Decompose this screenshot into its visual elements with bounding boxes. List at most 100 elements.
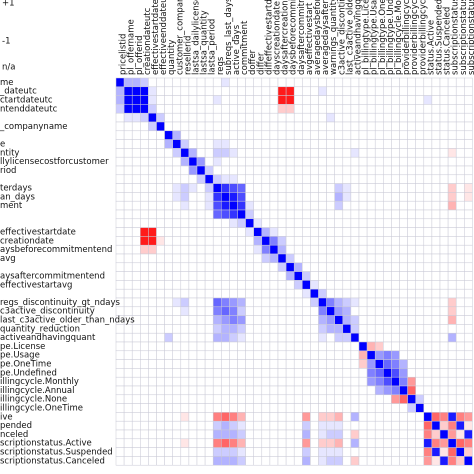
heatmap-cell <box>115 253 125 264</box>
heatmap-cell <box>261 315 271 325</box>
heatmap-cell <box>180 447 190 457</box>
heatmap-cell <box>358 192 368 202</box>
heatmap-cell <box>326 394 335 404</box>
heatmap-cell <box>391 130 400 140</box>
heatmap-cell <box>285 376 295 387</box>
heatmap-cell <box>245 95 254 105</box>
heatmap-cell <box>156 130 165 140</box>
heatmap-cell <box>293 112 303 123</box>
heatmap-cell <box>302 148 311 158</box>
heatmap-cell <box>221 86 230 96</box>
heatmap-cell <box>391 385 400 396</box>
heatmap-cell <box>366 139 376 149</box>
heatmap-cell <box>140 236 149 246</box>
heatmap-cell <box>229 77 238 88</box>
heatmap-cell <box>229 218 238 228</box>
heatmap-cell <box>326 253 335 264</box>
heatmap-cell <box>237 200 246 211</box>
heatmap-cell <box>407 456 416 466</box>
heatmap-cell <box>447 315 457 325</box>
heatmap-cell <box>358 447 368 457</box>
heatmap-cell <box>302 139 311 149</box>
heatmap-cell <box>253 130 263 140</box>
heatmap-cell <box>399 288 408 299</box>
heatmap-cell <box>148 376 157 387</box>
heatmap-cell <box>415 165 425 176</box>
heatmap-cell <box>196 104 206 114</box>
heatmap-cell <box>302 253 311 264</box>
heatmap-cell <box>455 156 465 167</box>
heatmap-cell <box>318 288 327 299</box>
heatmap-cell <box>180 112 190 123</box>
heatmap-cell <box>423 165 433 176</box>
heatmap-cell <box>366 420 376 431</box>
heatmap-cell <box>302 368 311 378</box>
heatmap-cell <box>383 165 392 176</box>
heatmap-cell <box>350 403 360 413</box>
heatmap-cell <box>383 385 392 396</box>
heatmap-cell <box>196 148 206 158</box>
heatmap-cell <box>212 412 222 422</box>
heatmap-cell <box>415 429 425 440</box>
heatmap-cell <box>204 324 214 334</box>
heatmap-cell <box>423 368 433 378</box>
heatmap-cell <box>366 165 376 176</box>
heatmap-cell <box>115 86 125 96</box>
heatmap-cell <box>269 385 279 396</box>
row-label: an_days <box>0 192 35 202</box>
heatmap-cell <box>164 236 173 246</box>
heatmap-cell <box>204 288 214 299</box>
heatmap-cell <box>245 236 254 246</box>
heatmap-cell <box>229 429 238 440</box>
heatmap-cell <box>269 253 279 264</box>
row-label: regs_discontinuity_gt_ndays <box>0 298 121 308</box>
heatmap-cell <box>366 104 376 114</box>
heatmap-cell <box>447 174 457 184</box>
heatmap-cell <box>334 297 344 308</box>
heatmap-cell <box>407 447 416 457</box>
heatmap-cell <box>180 271 190 281</box>
heatmap-cell <box>261 104 271 114</box>
heatmap-cell <box>212 297 222 308</box>
heatmap-cell <box>269 209 279 220</box>
heatmap-cell <box>123 385 133 396</box>
heatmap-cell <box>431 359 441 369</box>
heatmap-cell <box>447 403 457 413</box>
heatmap-cell <box>455 200 465 211</box>
heatmap-cell <box>374 368 384 378</box>
heatmap-cell <box>269 139 279 149</box>
heatmap-cell <box>212 271 222 281</box>
row-label: activeandhavingquant <box>0 333 96 343</box>
heatmap-cell <box>399 112 408 123</box>
heatmap-cell <box>204 227 214 237</box>
heatmap-cell <box>293 438 303 448</box>
heatmap-cell <box>334 429 344 440</box>
heatmap-cell <box>447 156 457 167</box>
heatmap-cell <box>204 95 214 105</box>
heatmap-cell <box>391 262 400 272</box>
row-label: illingcycle.Annual <box>0 386 74 396</box>
heatmap-cell <box>221 315 230 325</box>
heatmap-cell <box>423 350 433 360</box>
heatmap-cell <box>115 209 125 220</box>
heatmap-cell <box>172 385 182 396</box>
heatmap-cell <box>245 403 254 413</box>
heatmap-cell <box>455 165 465 176</box>
heatmap-cell <box>269 218 279 228</box>
heatmap-cell <box>407 359 416 369</box>
heatmap-cell <box>172 174 182 184</box>
heatmap-cell <box>261 412 271 422</box>
heatmap-cell <box>221 192 230 202</box>
heatmap-cell <box>293 306 303 316</box>
heatmap-cell <box>293 385 303 396</box>
heatmap-cell <box>342 77 352 88</box>
heatmap-cell <box>212 104 222 114</box>
heatmap-cell <box>180 192 190 202</box>
row-label: _companyname <box>0 122 68 132</box>
heatmap-cell <box>269 341 279 352</box>
heatmap-cell <box>366 271 376 281</box>
heatmap-cell <box>350 280 360 290</box>
heatmap-cell <box>423 394 433 404</box>
heatmap-cell <box>439 368 449 378</box>
heatmap-cell <box>366 174 376 184</box>
